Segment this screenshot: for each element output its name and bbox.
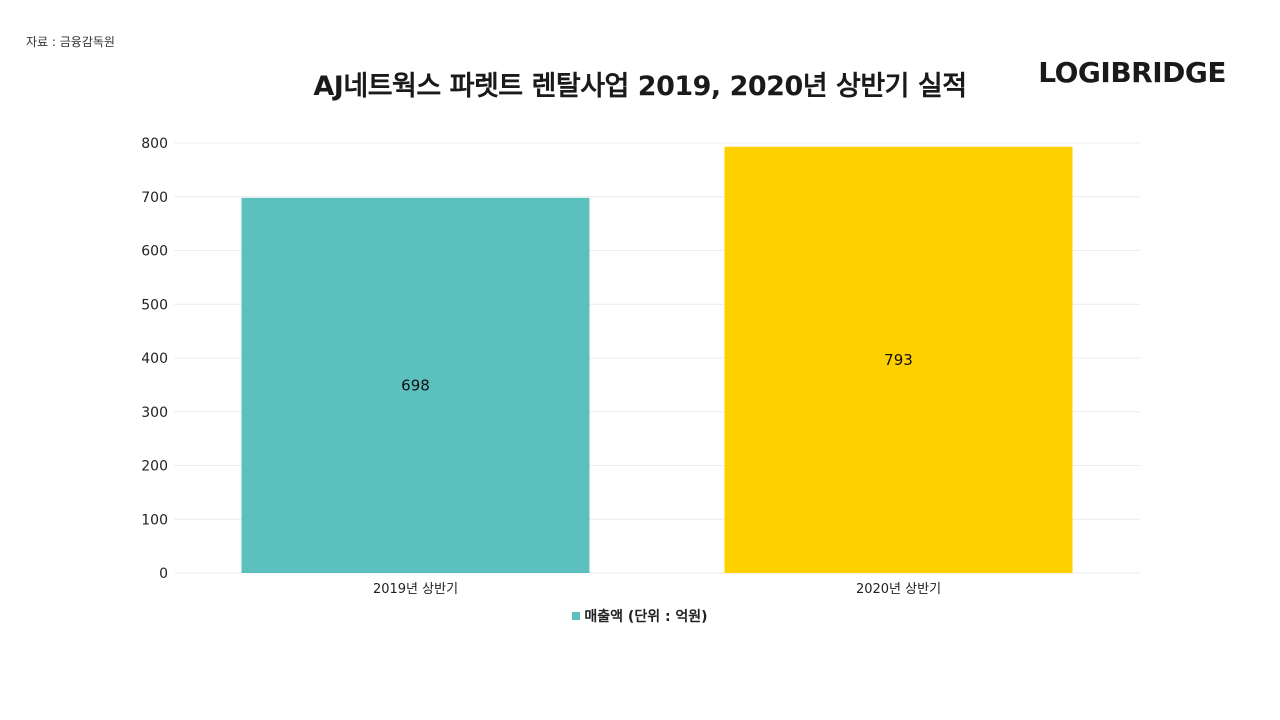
legend-swatch-icon [572,612,581,620]
legend-label: 매출액 (단위 : 억원) [584,609,708,625]
bar-value-label: 793 [884,351,913,369]
bar-2 [724,146,1073,573]
y-tick-label: 0 [159,566,168,582]
bars [241,146,1073,573]
x-category-label: 2019년 상반기 [373,582,458,597]
y-axis-ticks: 0 100 200 300 400 500 600 700 800 [141,136,168,582]
y-tick-label: 100 [141,512,168,528]
source-note: 자료 : 금융감독원 [26,35,115,49]
bar-1 [241,197,590,573]
y-tick-label: 200 [141,459,168,475]
legend: 매출액 (단위 : 억원) [0,606,1280,626]
y-tick-label: 800 [141,136,168,152]
y-tick-label: 500 [141,297,168,313]
y-tick-label: 700 [141,190,168,206]
y-tick-label: 600 [141,244,168,260]
y-tick-label: 300 [141,405,168,421]
x-category-label: 2020년 상반기 [856,582,941,597]
y-tick-label: 400 [141,351,168,367]
bar-value-label: 698 [401,376,430,394]
chart-title: AJ네트웍스 파렛트 렌탈사업 2019, 2020년 상반기 실적 [313,71,967,102]
data-labels: 698 793 [401,351,913,395]
brand-logo: LOGIBRIDGE [1038,56,1226,89]
x-axis-categories: 2019년 상반기 2020년 상반기 [373,582,941,597]
